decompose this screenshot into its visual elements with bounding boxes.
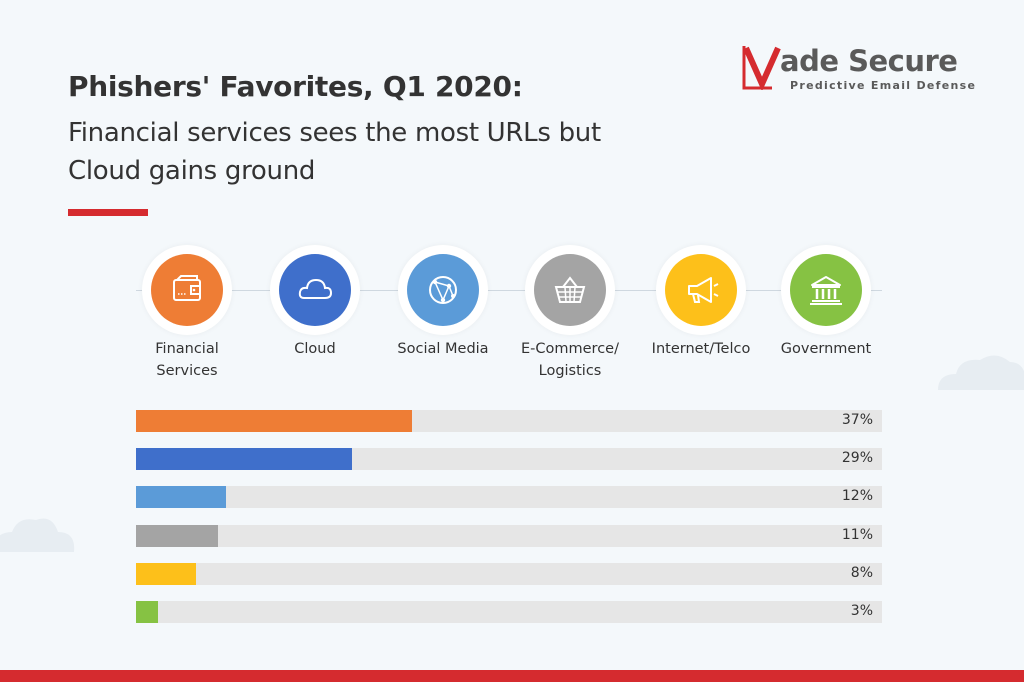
bar [136, 524, 219, 547]
category-item: E-Commerce/ Logistics [505, 245, 635, 382]
bar [136, 562, 196, 585]
bar-value-label: 37% [841, 412, 873, 428]
category-label: Social Media [397, 341, 489, 357]
chart-subtitle: Financial services sees the most URLs bu… [68, 118, 601, 186]
category-label: Internet/Telco [651, 341, 751, 357]
logo-word-text: ade Secure [780, 44, 958, 78]
category-item: Government [761, 245, 891, 360]
category-icon-ring [398, 245, 488, 335]
bottom-stripe [0, 670, 1024, 682]
bar [136, 486, 226, 509]
bar-row: 8% [136, 562, 882, 585]
logo-v-mark-icon [742, 46, 781, 90]
icon-connector-line [136, 290, 882, 291]
bar [136, 448, 353, 471]
category-label: Cloud [294, 341, 336, 357]
category-icon-ring [781, 245, 871, 335]
category-label: Financial Services [155, 341, 219, 379]
vade-secure-logo: ade Secure Predictive Email Defense [742, 42, 992, 98]
category-icon-ring [656, 245, 746, 335]
category-label: Government [780, 341, 872, 357]
logo-tagline: Predictive Email Defense [790, 79, 977, 92]
bar-value-label: 11% [841, 526, 873, 543]
logo-wordmark: ade Secure [780, 44, 958, 78]
accent-rule [68, 209, 148, 216]
bar-row: 12% [136, 486, 882, 509]
government-building-icon [790, 254, 862, 326]
bar-value-label: 12% [841, 488, 873, 505]
bar [136, 600, 159, 623]
chart-title: Phishers' Favorites, Q1 2020: [68, 70, 523, 103]
bar-value-label: 3% [850, 602, 873, 619]
category-icon-ring [270, 245, 360, 335]
shopping-basket-icon [534, 254, 606, 326]
background-cloud-icon [0, 518, 75, 552]
bar-row: 3% [136, 600, 882, 623]
globe-network-icon [407, 254, 479, 326]
bar-row: 29% [136, 448, 882, 471]
bar-row: 11% [136, 524, 882, 547]
category-label: E-Commerce/ Logistics [521, 341, 619, 379]
category-item: Internet/Telco [636, 245, 766, 360]
category-icon-ring [525, 245, 615, 335]
bar-track [136, 600, 882, 623]
bar-value-label: 29% [841, 450, 873, 467]
category-item: Social Media [378, 245, 508, 360]
wallet-icon [151, 254, 223, 326]
bar-chart: 37% 29% 12% 11% 8% 3% [136, 410, 882, 639]
bar-row: 37% [136, 410, 882, 432]
bar-track [136, 486, 882, 509]
background-cloud-icon [938, 355, 1024, 390]
category-item: Financial Services [122, 245, 252, 382]
category-icon-ring [142, 245, 232, 335]
bar-track [136, 524, 882, 547]
category-item: Cloud [250, 245, 380, 360]
cloud-icon [279, 254, 351, 326]
bar-track [136, 562, 882, 585]
bar-value-label: 8% [850, 564, 873, 581]
megaphone-icon [665, 254, 737, 326]
bar [136, 410, 413, 432]
